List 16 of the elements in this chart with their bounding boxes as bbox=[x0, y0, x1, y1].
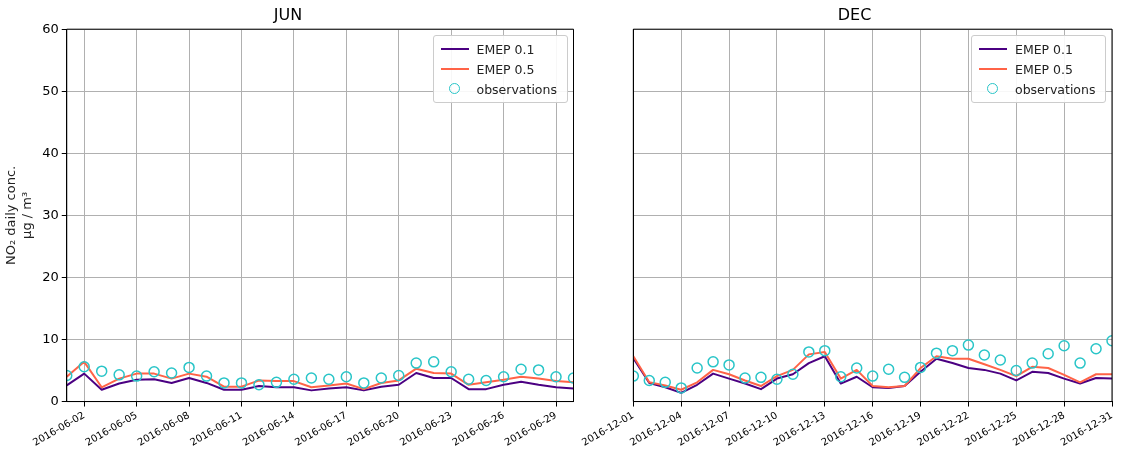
y-tick-label: 20 bbox=[42, 268, 59, 284]
y-tick-label: 40 bbox=[42, 144, 59, 160]
legend-label: EMEP 0.5 bbox=[476, 61, 535, 77]
legend-label: EMEP 0.1 bbox=[1015, 41, 1073, 57]
chart-title: JUN bbox=[272, 4, 303, 24]
y-tick-label: 30 bbox=[42, 206, 59, 222]
y-tick-label: 10 bbox=[42, 330, 59, 346]
y-axis-title: NO₂ daily conc. µg / m³ bbox=[3, 165, 34, 265]
chart-title: DEC bbox=[837, 4, 872, 24]
y-tick-label: 0 bbox=[50, 392, 59, 408]
y-tick-label: 50 bbox=[42, 82, 59, 98]
legend-label: EMEP 0.1 bbox=[476, 41, 535, 57]
legend-label: observations bbox=[1015, 81, 1096, 97]
legend-label: observations bbox=[476, 81, 557, 97]
y-tick-label: 60 bbox=[42, 20, 59, 36]
legend-label: EMEP 0.5 bbox=[1015, 61, 1073, 77]
